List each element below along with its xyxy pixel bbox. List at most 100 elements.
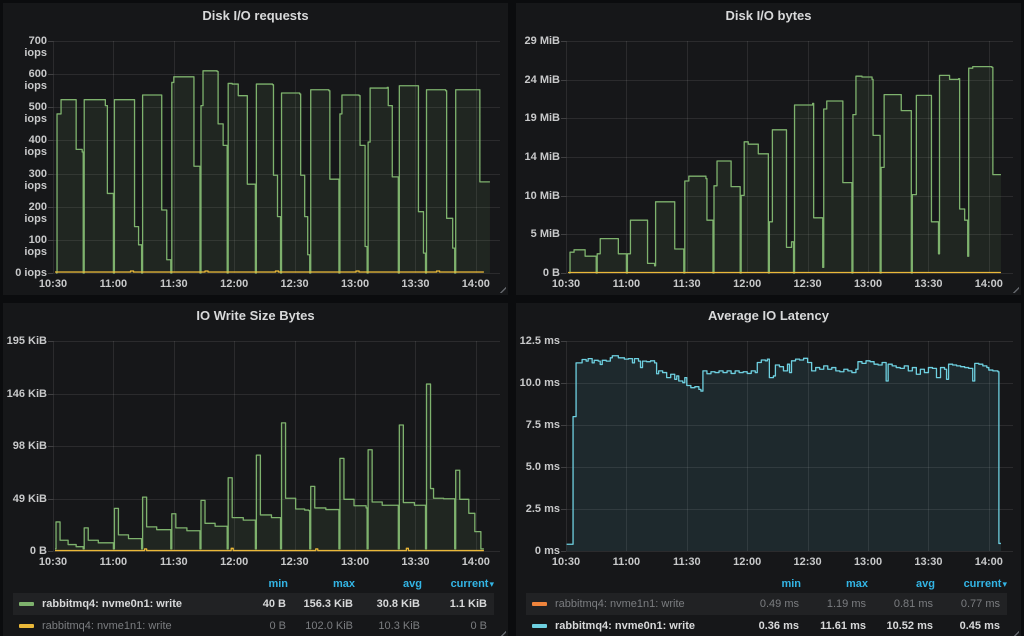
y-tick-label: 10.0 ms <box>519 377 560 389</box>
series-color-swatch <box>19 602 34 606</box>
y-tick-label: 10 MiB <box>524 189 560 202</box>
legend-row[interactable]: rabbitmq4: nvme1n1: write 0 B 102.0 KiB … <box>13 615 494 636</box>
legend-avg-value: 10.3 KiB <box>378 620 420 632</box>
legend-sort-current[interactable]: current▾ <box>422 578 494 590</box>
x-tick-label: 14:00 <box>461 278 490 290</box>
y-tick-label: 0 B <box>542 267 560 279</box>
y-tick-label: 29 MiB <box>524 35 560 47</box>
x-tick-label: 13:30 <box>914 556 943 568</box>
x-tick-label: 11:00 <box>612 556 641 568</box>
legend-current-value: 0.45 ms <box>959 620 1000 632</box>
legend-header: min max avg current▾ <box>526 575 1007 593</box>
panel-disk-io-bytes: Disk I/O bytes 0 B 5 MiB 10 MiB 14 MiB 19 Mi… <box>516 3 1021 295</box>
legend-avg-value: 10.52 ms <box>886 620 933 632</box>
chart-canvas[interactable] <box>516 29 1021 295</box>
legend: min max avg current▾ rabbitmq4: nvme1n1:… <box>516 573 1021 636</box>
chart-canvas[interactable] <box>3 29 508 295</box>
legend-sort-current[interactable]: current▾ <box>935 578 1007 590</box>
x-tick-label: 11:30 <box>673 556 701 568</box>
y-tick-label: 0 iops <box>15 267 47 279</box>
panel-resize-handle[interactable] <box>499 630 506 636</box>
legend-current-value: 1.1 KiB <box>449 598 487 610</box>
x-tick-label: 12:00 <box>220 278 249 290</box>
y-tick-label: 7.5 ms <box>525 419 560 431</box>
legend-current-value: 0.77 ms <box>960 598 1000 610</box>
legend-avg-value: 30.8 KiB <box>376 598 420 610</box>
x-tick-label: 14:00 <box>461 556 490 568</box>
chart-canvas[interactable] <box>516 329 1021 573</box>
legend-sort-current-label: current <box>450 578 489 590</box>
y-tick-label: 5 MiB <box>530 228 560 241</box>
x-tick-label: 13:30 <box>914 278 943 290</box>
y-tick-label: 14 MiB <box>524 151 560 163</box>
x-tick-label: 13:00 <box>853 278 883 290</box>
panel-title[interactable]: Average IO Latency <box>708 308 829 323</box>
x-tick-label: 12:00 <box>733 278 762 290</box>
x-tick-label: 12:30 <box>793 278 822 290</box>
panel-io-write-size-bytes: IO Write Size Bytes 0 B 49 KiB 98 KiB 146 K… <box>3 303 508 636</box>
legend-sort-min[interactable]: min <box>268 578 288 590</box>
panel-average-io-latency: Average IO Latency 0 ms 2.5 ms 5.0 ms 7.5 m… <box>516 303 1021 636</box>
legend-avg-value: 0.81 ms <box>893 598 933 610</box>
x-tick-label: 14:00 <box>974 278 1003 290</box>
y-tick-label: 2.5 ms <box>525 503 560 515</box>
legend-min-value: 0.36 ms <box>758 620 799 632</box>
series-color-swatch <box>532 602 547 606</box>
x-tick-label: 10:30 <box>551 278 581 290</box>
y-tick-label: 195 KiB <box>6 335 47 347</box>
legend-sort-max[interactable]: max <box>332 578 355 590</box>
panel-resize-handle[interactable] <box>1012 630 1019 636</box>
chart-canvas[interactable] <box>3 329 508 573</box>
x-tick-label: 11:30 <box>673 278 701 290</box>
panel-title[interactable]: Disk I/O bytes <box>725 8 812 23</box>
x-tick-label: 11:00 <box>99 278 128 290</box>
y-tick-label: 300 iops <box>24 167 47 192</box>
panel-title[interactable]: IO Write Size Bytes <box>196 308 315 323</box>
plot-disk-io-bytes[interactable]: 0 B 5 MiB 10 MiB 14 MiB 19 MiB 24 MiB 29 MiB 10… <box>516 29 1021 295</box>
legend-row[interactable]: rabbitmq4: nvme0n1: write 0.36 ms 11.61 … <box>526 615 1007 636</box>
panel-title[interactable]: Disk I/O requests <box>202 8 309 23</box>
y-tick-label: 24 MiB <box>524 73 560 86</box>
legend-max-value: 11.61 ms <box>820 620 866 632</box>
x-tick-label: 13:00 <box>340 278 370 290</box>
plot-io-write-size-bytes[interactable]: 0 B 49 KiB 98 KiB 146 KiB 195 KiB 10:30 11:00 1… <box>3 329 508 573</box>
x-tick-label: 10:30 <box>38 278 68 290</box>
legend-sort-min[interactable]: min <box>781 578 801 590</box>
series-name[interactable]: rabbitmq4: nvme1n1: write <box>42 620 172 632</box>
series-color-swatch <box>532 624 547 628</box>
legend-row[interactable]: rabbitmq4: nvme0n1: write 40 B 156.3 KiB… <box>13 593 494 615</box>
y-tick-label: 19 MiB <box>524 112 560 125</box>
x-tick-label: 13:30 <box>401 556 430 568</box>
y-tick-label: 0 ms <box>534 545 560 557</box>
y-tick-label: 49 KiB <box>12 492 47 505</box>
legend-sort-avg[interactable]: avg <box>916 578 935 590</box>
sort-desc-icon: ▾ <box>489 579 494 589</box>
x-tick-label: 11:00 <box>99 556 128 568</box>
legend-sort-avg[interactable]: avg <box>403 578 422 590</box>
y-tick-label: 200 iops <box>24 200 47 225</box>
panel-resize-handle[interactable] <box>1012 286 1019 293</box>
legend-sort-max[interactable]: max <box>845 578 868 590</box>
y-tick-label: 98 KiB <box>12 440 47 452</box>
legend-row[interactable]: rabbitmq4: nvme1n1: write 0.49 ms 1.19 m… <box>526 593 1007 615</box>
x-tick-label: 10:30 <box>551 556 581 568</box>
y-tick-label: 146 KiB <box>6 387 47 400</box>
x-tick-label: 13:30 <box>401 278 430 290</box>
plot-disk-io-requests[interactable]: 0 iops 100 iops 200 iops 300 iops 400 iops 50… <box>3 29 508 295</box>
series-name[interactable]: rabbitmq4: nvme1n1: write <box>555 598 685 610</box>
x-tick-label: 11:30 <box>160 556 188 568</box>
legend-max-value: 156.3 KiB <box>303 598 353 610</box>
y-tick-label: 0 B <box>29 545 47 557</box>
legend-header: min max avg current▾ <box>13 575 494 593</box>
x-tick-label: 14:00 <box>974 556 1003 568</box>
panel-resize-handle[interactable] <box>499 286 506 293</box>
legend-min-value: 0.49 ms <box>759 598 799 610</box>
series-name[interactable]: rabbitmq4: nvme0n1: write <box>555 620 695 632</box>
legend-max-value: 102.0 KiB <box>305 620 353 632</box>
legend-sort-current-label: current <box>963 578 1002 590</box>
plot-average-io-latency[interactable]: 0 ms 2.5 ms 5.0 ms 7.5 ms 10.0 ms 12.5 ms 10:3… <box>516 329 1021 573</box>
x-tick-label: 12:00 <box>733 556 762 568</box>
x-tick-label: 12:30 <box>793 556 822 568</box>
series-name[interactable]: rabbitmq4: nvme0n1: write <box>42 598 182 610</box>
